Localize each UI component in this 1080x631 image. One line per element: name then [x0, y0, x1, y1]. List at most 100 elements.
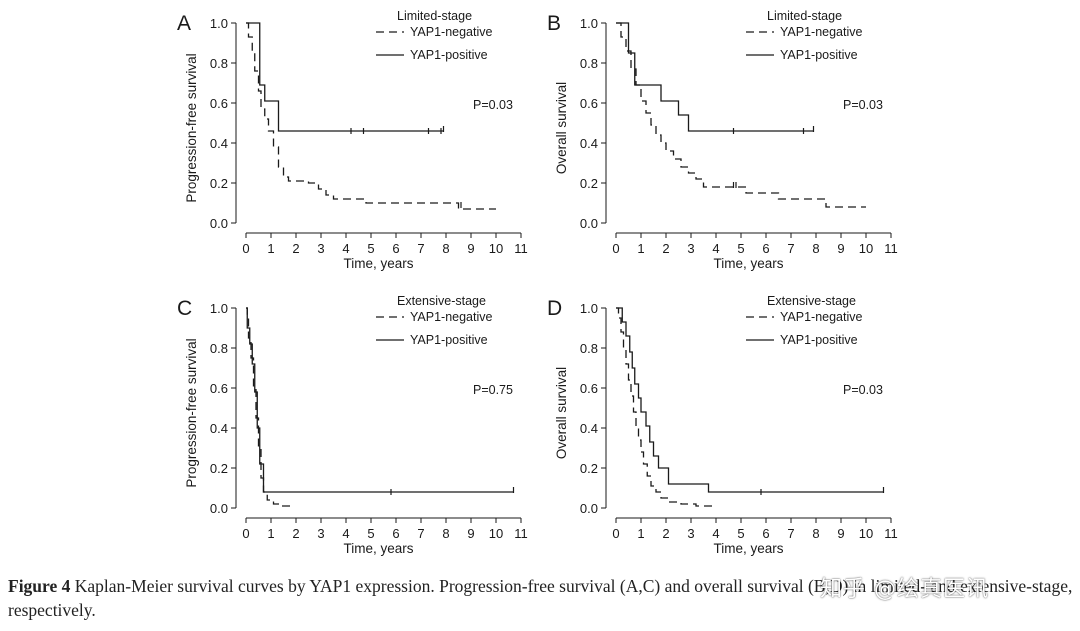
legend-label: YAP1-positive: [780, 333, 858, 347]
y-tick-label: 0.2: [580, 176, 598, 191]
panel-letter: C: [177, 297, 192, 320]
x-tick-label: 11: [884, 526, 898, 541]
y-tick-label: 0.2: [580, 461, 598, 476]
legend-label: YAP1-negative: [780, 25, 863, 39]
x-tick-label: 1: [267, 241, 274, 256]
x-tick-label: 10: [489, 526, 503, 541]
chart-panel-d: 0.0 0.2 0.4 0.6 0.8 1.0 0 1 2 3 4 5 6 7 8 9 10 11 Time, ye…: [547, 294, 898, 556]
legend-title: Extensive-stage: [767, 294, 856, 308]
y-tick-label: 1.0: [580, 301, 598, 316]
y-tick-label: 0.0: [580, 501, 598, 516]
chart-panel-b: 0.0 0.2 0.4 0.6 0.8 1.0 0 1 2 3 4 5 6 7 8 9 10 11 Time, ye…: [547, 9, 898, 271]
caption-text: Kaplan-Meier survival curves by YAP1 exp…: [8, 576, 1073, 620]
survival-curve-yap1-negative: [246, 307, 291, 507]
y-tick-label: 0.6: [210, 96, 228, 111]
x-tick-label: 8: [812, 526, 819, 541]
x-tick-label: 8: [442, 526, 449, 541]
legend-label: YAP1-positive: [780, 48, 858, 62]
x-tick-label: 6: [762, 526, 769, 541]
x-tick-label: 9: [837, 241, 844, 256]
x-tick-label: 10: [859, 241, 873, 256]
y-tick-label: 0.4: [210, 136, 228, 151]
panel-letter: A: [177, 12, 191, 35]
y-axis-label: Progression-free survival: [184, 53, 199, 202]
panel-letter: D: [547, 297, 562, 320]
y-tick-label: 1.0: [580, 16, 598, 31]
y-tick-label: 0.6: [210, 381, 228, 396]
x-tick-label: 4: [342, 241, 349, 256]
x-tick-label: 11: [514, 526, 528, 541]
survival-curve-yap1-positive: [616, 22, 814, 132]
y-tick-label: 1.0: [210, 16, 228, 31]
legend-label: YAP1-positive: [410, 48, 488, 62]
survival-curve-yap1-positive: [246, 307, 514, 493]
y-axis-label: Progression-free survival: [184, 338, 199, 487]
x-tick-label: 10: [489, 241, 503, 256]
p-value-label: P=0.03: [473, 98, 513, 112]
y-tick-label: 0.8: [580, 56, 598, 71]
y-tick-label: 0.2: [210, 461, 228, 476]
survival-curve-yap1-negative: [616, 22, 866, 208]
x-tick-label: 3: [687, 241, 694, 256]
survival-curve-yap1-positive: [616, 307, 884, 493]
x-tick-label: 2: [662, 526, 669, 541]
survival-curve-yap1-negative: [246, 22, 496, 210]
legend-title: Limited-stage: [767, 9, 842, 23]
y-tick-label: 0.6: [580, 381, 598, 396]
y-tick-label: 1.0: [210, 301, 228, 316]
legend-label: YAP1-negative: [410, 25, 493, 39]
y-tick-label: 0.6: [580, 96, 598, 111]
figure-caption: Figure 4 Kaplan-Meier survival curves by…: [8, 574, 1074, 622]
p-value-label: P=0.03: [843, 98, 883, 112]
y-tick-label: 0.4: [580, 421, 598, 436]
watermark-text: 知乎 @绘真医讯: [820, 577, 989, 602]
chart-panel-a: 0.0 0.2 0.4 0.6 0.8 1.0 0 1 2 3 4 5 6 7 8 9 10 11 Time, ye…: [177, 9, 528, 271]
y-tick-label: 0.0: [210, 501, 228, 516]
p-value-label: P=0.03: [843, 383, 883, 397]
x-tick-label: 1: [637, 526, 644, 541]
caption-label: Figure 4: [8, 576, 71, 596]
survival-curve-yap1-negative: [616, 307, 716, 507]
x-tick-label: 6: [762, 241, 769, 256]
x-tick-label: 9: [837, 526, 844, 541]
x-tick-label: 6: [392, 241, 399, 256]
y-tick-label: 0.2: [210, 176, 228, 191]
p-value-label: P=0.75: [473, 383, 513, 397]
y-tick-label: 0.0: [210, 216, 228, 231]
x-tick-label: 2: [292, 241, 299, 256]
x-tick-label: 7: [417, 526, 424, 541]
panel-letter: B: [547, 12, 561, 35]
y-tick-label: 0.8: [210, 56, 228, 71]
x-tick-label: 3: [317, 526, 324, 541]
legend-label: YAP1-positive: [410, 333, 488, 347]
legend-label: YAP1-negative: [780, 310, 863, 324]
x-tick-label: 5: [367, 526, 374, 541]
x-axis-label: Time, years: [713, 541, 783, 556]
x-tick-label: 5: [367, 241, 374, 256]
y-tick-label: 0.8: [580, 341, 598, 356]
x-tick-label: 8: [442, 241, 449, 256]
x-tick-label: 0: [612, 526, 619, 541]
legend-title: Extensive-stage: [397, 294, 486, 308]
x-tick-label: 4: [712, 526, 719, 541]
x-tick-label: 3: [687, 526, 694, 541]
x-tick-label: 0: [612, 241, 619, 256]
x-tick-label: 3: [317, 241, 324, 256]
x-axis-label: Time, years: [713, 256, 783, 271]
x-tick-label: 0: [242, 241, 249, 256]
x-tick-label: 4: [342, 526, 349, 541]
x-tick-label: 5: [737, 241, 744, 256]
x-tick-label: 7: [787, 526, 794, 541]
x-tick-label: 7: [787, 241, 794, 256]
x-tick-label: 8: [812, 241, 819, 256]
survival-curve-yap1-positive: [246, 22, 444, 132]
x-tick-label: 2: [662, 241, 669, 256]
x-axis-label: Time, years: [343, 256, 413, 271]
legend-label: YAP1-negative: [410, 310, 493, 324]
x-tick-label: 7: [417, 241, 424, 256]
legend-title: Limited-stage: [397, 9, 472, 23]
y-tick-label: 0.0: [580, 216, 598, 231]
y-tick-label: 0.8: [210, 341, 228, 356]
x-tick-label: 11: [514, 241, 528, 256]
